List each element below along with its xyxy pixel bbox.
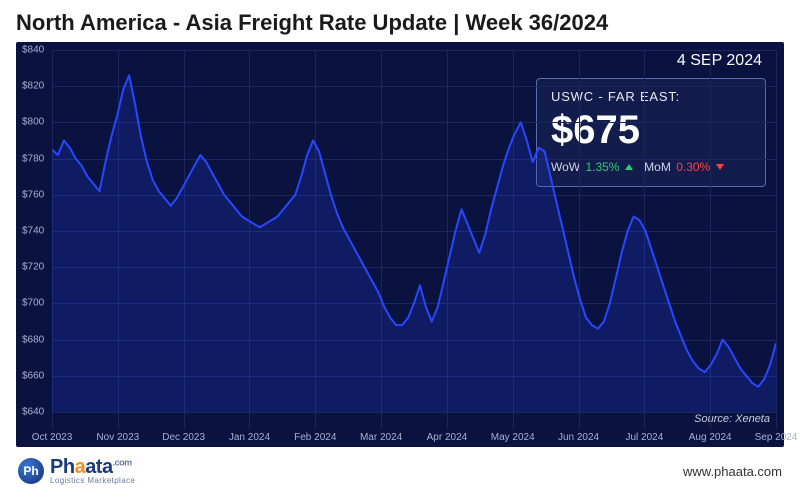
x-tick-label: Feb 2024 <box>294 432 336 443</box>
x-tick-label: Apr 2024 <box>427 432 468 443</box>
y-tick-label: $700 <box>22 298 44 309</box>
x-tick-label: Dec 2023 <box>162 432 205 443</box>
line-series <box>52 50 776 430</box>
logo-hl: a <box>75 456 86 478</box>
x-tick-label: Jul 2024 <box>625 432 663 443</box>
y-tick-label: $760 <box>22 189 44 200</box>
x-tick-label: Jan 2024 <box>229 432 270 443</box>
series-fill <box>52 75 776 412</box>
x-tick-label: Nov 2023 <box>96 432 139 443</box>
y-tick-label: $720 <box>22 262 44 273</box>
y-tick-label: $640 <box>22 407 44 418</box>
logo-name: Phaata.com <box>50 457 135 477</box>
logo-sub: Logistics Marketplace <box>50 477 135 485</box>
footer: Ph Phaata.com Logistics Marketplace www.… <box>0 447 800 489</box>
logo-pre: Ph <box>50 456 75 478</box>
y-tick-label: $660 <box>22 370 44 381</box>
logo-post: ata <box>85 456 112 478</box>
grid-v <box>776 50 777 429</box>
site-url: www.phaata.com <box>683 464 782 479</box>
logo: Ph Phaata.com Logistics Marketplace <box>18 457 135 485</box>
page-title: North America - Asia Freight Rate Update… <box>0 0 800 42</box>
y-tick-label: $840 <box>22 45 44 56</box>
y-tick-label: $680 <box>22 334 44 345</box>
y-tick-label: $740 <box>22 226 44 237</box>
logo-mark-icon: Ph <box>18 458 44 484</box>
x-tick-label: Mar 2024 <box>360 432 402 443</box>
x-tick-label: Sep 2024 <box>755 432 798 443</box>
logo-dotcom: .com <box>113 457 132 467</box>
y-tick-label: $780 <box>22 153 44 164</box>
x-tick-label: May 2024 <box>491 432 535 443</box>
y-tick-label: $800 <box>22 117 44 128</box>
x-tick-label: Oct 2023 <box>32 432 73 443</box>
x-tick-label: Aug 2024 <box>689 432 732 443</box>
chart-area: 4 SEP 2024 USWC - FAR EAST: $675 WoW 1.3… <box>16 42 784 447</box>
x-tick-label: Jun 2024 <box>558 432 599 443</box>
y-tick-label: $820 <box>22 81 44 92</box>
